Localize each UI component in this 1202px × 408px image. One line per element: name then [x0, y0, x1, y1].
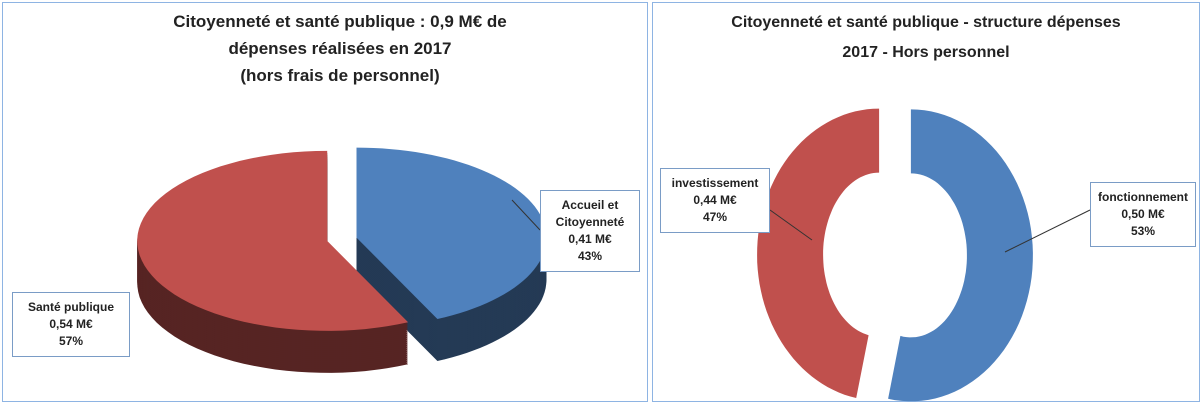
value-label: 43% [577, 249, 603, 263]
value-label: 53% [1130, 224, 1156, 238]
left-panel [2, 2, 648, 402]
leader-line [1004, 209, 1091, 253]
amount-label: 0,44 M€ [693, 193, 737, 207]
value-label: 47% [702, 210, 728, 224]
data-label: investissement 0,44 M€ 47% [660, 168, 770, 233]
amount-label: 0,54 M€ [49, 317, 93, 331]
donut-slice [757, 108, 880, 398]
title-line: Citoyenneté et santé publique - structur… [731, 14, 1121, 31]
data-label: Santé publique 0,54 M€ 57% [12, 292, 130, 357]
data-label: fonctionnement 0,50 M€ 53% [1090, 182, 1196, 247]
value-label: 57% [58, 334, 84, 348]
amount-label: 0,41 M€ [568, 232, 612, 246]
slice-top [137, 150, 409, 331]
title-line: 2017 - Hors personnel [842, 44, 1010, 61]
right-panel [652, 2, 1200, 402]
category-label: investissement [671, 176, 759, 190]
title-line: (hors frais de personnel) [240, 66, 440, 85]
donut-slice [888, 109, 1033, 402]
leader-line [769, 209, 813, 241]
chart-title: Citoyenneté et santé publique : 0,9 M€ d… [40, 8, 640, 89]
category-label: Accueil et Citoyenneté [555, 198, 625, 229]
slice-top [356, 147, 547, 319]
pie-slice [356, 147, 547, 361]
title-line: dépenses réalisées en 2017 [228, 39, 452, 58]
category-label: Santé publique [27, 300, 114, 314]
category-label: fonctionnement [1098, 190, 1188, 204]
chart-title: Citoyenneté et santé publique - structur… [652, 8, 1200, 68]
title-line: Citoyenneté et santé publique : 0,9 M€ d… [173, 12, 507, 31]
leader-line [511, 199, 541, 231]
amount-label: 0,50 M€ [1121, 207, 1165, 221]
data-label: Accueil et Citoyenneté 0,41 M€ 43% [540, 190, 640, 272]
pie-slice [137, 150, 409, 373]
